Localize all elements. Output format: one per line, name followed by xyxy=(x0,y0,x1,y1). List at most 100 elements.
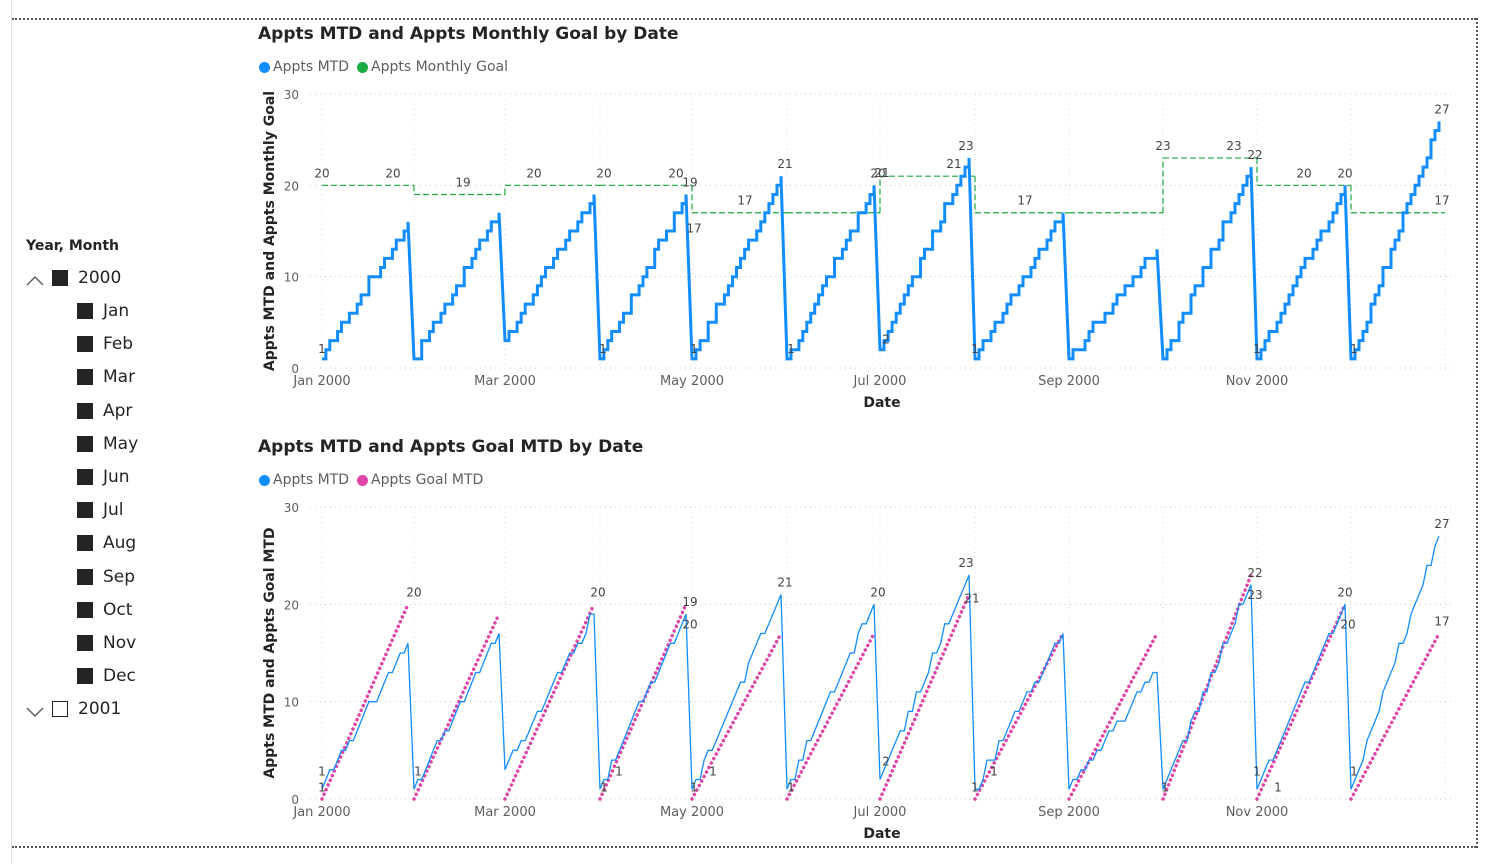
checkbox[interactable] xyxy=(52,270,68,286)
slicer-year-2000[interactable]: 2000 xyxy=(26,267,121,289)
chart-title-goal-mtd: Appts MTD and Appts Goal MTD by Date xyxy=(258,437,644,457)
data-label: 23 xyxy=(1226,139,1241,153)
goal-mtd-line-dec xyxy=(1349,631,1441,801)
x-tick-label: Mar 2000 xyxy=(474,805,536,820)
y-tick-label: 10 xyxy=(284,696,299,710)
data-label: 23 xyxy=(1247,588,1262,602)
data-label: 21 xyxy=(874,166,889,180)
appts-mtd-line xyxy=(322,121,1441,361)
x-axis-title: Date xyxy=(863,826,900,842)
checkbox[interactable] xyxy=(77,369,93,386)
x-tick-label: May 2000 xyxy=(660,805,724,820)
checkbox[interactable] xyxy=(77,435,93,452)
data-label: 2 xyxy=(882,333,890,347)
checkbox[interactable] xyxy=(77,568,93,585)
data-label: 1 xyxy=(690,342,698,356)
x-tick-label: Jul 2000 xyxy=(853,374,907,389)
data-label: 1 xyxy=(787,342,795,356)
y-tick-label: 10 xyxy=(284,271,299,285)
data-label: 27 xyxy=(1434,102,1449,116)
slicer-month-jan[interactable]: Jan xyxy=(77,300,129,322)
slicer-year-2001[interactable]: 2001 xyxy=(26,698,121,720)
data-label: 20 xyxy=(526,166,541,180)
chevron-up-icon[interactable] xyxy=(26,271,44,286)
slicer-month-apr[interactable]: Apr xyxy=(77,400,132,422)
data-label: 1 xyxy=(1350,342,1358,356)
checkbox[interactable] xyxy=(77,469,93,485)
slicer-month-nov[interactable]: Nov xyxy=(77,632,136,654)
slicer-year-label: 2000 xyxy=(78,268,122,288)
y-tick-label: 30 xyxy=(284,501,299,515)
data-label: 2 xyxy=(882,755,890,769)
checkbox[interactable] xyxy=(77,535,93,552)
data-label: 27 xyxy=(1434,517,1449,531)
y-tick-label: 20 xyxy=(284,598,299,612)
y-axis-title: Appts MTD and Appts Monthly Goal xyxy=(262,91,278,371)
data-label: 21 xyxy=(946,157,961,171)
legend-goal-mtd[interactable]: Appts MTD Appts Goal MTD xyxy=(259,472,491,488)
slicer-month-label: Dec xyxy=(103,666,136,687)
slicer-month-aug[interactable]: Aug xyxy=(77,532,136,554)
visual-border-top xyxy=(12,18,1476,20)
slicer-month-label: Apr xyxy=(103,400,133,421)
checkbox[interactable] xyxy=(77,502,93,519)
y-tick-label: 30 xyxy=(284,88,299,102)
legend-item-appts-monthly-goal[interactable]: Appts Monthly Goal xyxy=(357,59,508,75)
slicer-month-sep[interactable]: Sep xyxy=(77,566,135,588)
data-label: 21 xyxy=(777,157,792,171)
slicer-month-mar[interactable]: Mar xyxy=(77,366,135,388)
data-label: 20 xyxy=(1296,166,1311,180)
legend-dot-icon xyxy=(357,474,368,486)
data-label: 19 xyxy=(455,175,470,189)
data-label: 1 xyxy=(599,342,607,356)
x-axis-title: Date xyxy=(863,395,900,411)
goal-mtd-line-nov xyxy=(1255,602,1347,801)
year-month-slicer[interactable]: Year, Month xyxy=(26,238,226,262)
data-label: 17 xyxy=(1017,194,1032,208)
data-label: 20 xyxy=(1337,166,1352,180)
legend-item-appts-goal-mtd[interactable]: Appts Goal MTD xyxy=(357,472,483,488)
slicer-month-jun[interactable]: Jun xyxy=(77,466,130,488)
slicer-month-oct[interactable]: Oct xyxy=(77,599,132,621)
slicer-month-label: May xyxy=(103,433,139,454)
legend-item-appts-mtd[interactable]: Appts MTD xyxy=(259,472,349,488)
data-label: 1 xyxy=(615,764,623,778)
data-label: 20 xyxy=(668,166,683,180)
checkbox[interactable] xyxy=(77,668,93,685)
checkbox[interactable] xyxy=(77,635,93,651)
legend-monthly-goal[interactable]: Appts MTD Appts Monthly Goal xyxy=(259,59,516,75)
slicer-month-feb[interactable]: Feb xyxy=(77,333,133,355)
slicer-month-may[interactable]: May xyxy=(77,433,138,455)
slicer-month-label: Nov xyxy=(103,633,137,653)
checkbox xyxy=(52,701,68,717)
chart-title-monthly-goal: Appts MTD and Appts Monthly Goal by Date xyxy=(258,24,679,44)
legend-dot-icon xyxy=(259,474,270,486)
checkbox[interactable] xyxy=(77,303,93,319)
data-label: 20 xyxy=(590,585,605,599)
data-label: 20 xyxy=(314,166,329,180)
chevron-down-icon[interactable] xyxy=(26,702,44,718)
data-label: 1 xyxy=(1253,764,1261,778)
slicer-month-jul[interactable]: Jul xyxy=(77,499,124,521)
data-label: 21 xyxy=(964,592,979,606)
slicer-month-dec[interactable]: Dec xyxy=(77,665,136,687)
data-label: 20 xyxy=(682,617,697,631)
data-label: 20 xyxy=(1340,617,1355,631)
legend-item-appts-mtd[interactable]: Appts MTD xyxy=(259,59,349,75)
data-label: 1 xyxy=(1274,780,1282,794)
slicer-month-label: Sep xyxy=(103,566,136,587)
data-label: 1 xyxy=(709,764,717,778)
x-tick-label: Nov 2000 xyxy=(1226,805,1289,820)
data-label: 1 xyxy=(971,342,979,356)
checkbox[interactable] xyxy=(77,402,93,419)
checkbox[interactable] xyxy=(77,601,93,618)
goal-mtd-line-mar xyxy=(503,602,596,801)
data-label: 17 xyxy=(1434,194,1449,208)
data-label: 20 xyxy=(870,166,885,180)
checkbox[interactable] xyxy=(77,336,93,353)
x-tick-label: Mar 2000 xyxy=(474,374,536,389)
data-label: 20 xyxy=(406,585,421,599)
data-label: 20 xyxy=(870,585,885,599)
legend-dot-icon xyxy=(357,61,368,73)
slicer-year-label: 2001 xyxy=(78,699,122,719)
